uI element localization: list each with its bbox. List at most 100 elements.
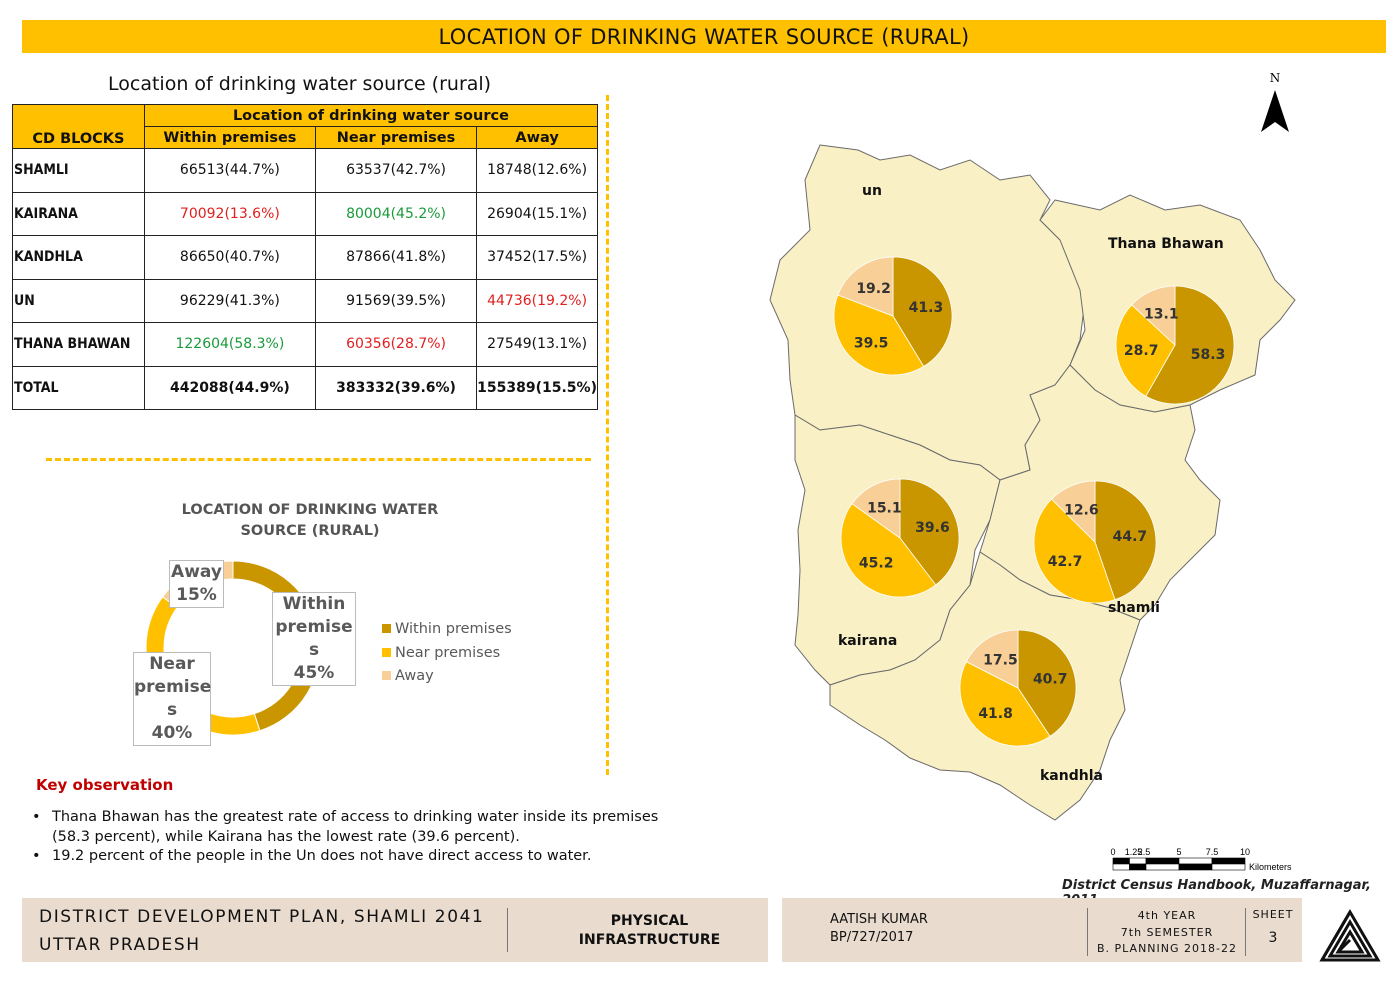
pie-slice <box>1051 480 1096 543</box>
donut-data-label: Within premise s 45% <box>272 592 356 686</box>
within-cell: 66513(44.7%) <box>143 148 316 193</box>
water-source-table: CD BLOCKS Location of drinking water sou… <box>12 104 599 410</box>
key-observation-item: Thana Bhawan has the greatest rate of ac… <box>32 808 692 847</box>
scale-cell <box>1129 863 1147 871</box>
away-cell: 18748(12.6%) <box>476 148 598 193</box>
donut-data-label: Away 15% <box>169 560 224 608</box>
map-pies: 41.3 39.5 19.2 58.3 28.7 13.1 39.6 45.2 15.1 44.7… <box>833 256 1235 747</box>
legend-item: Away <box>382 665 512 689</box>
pie-slice <box>1115 304 1176 397</box>
pie-slice <box>959 661 1051 747</box>
total-label-cell: TOTAL <box>12 365 145 410</box>
donut-legend: Within premises Near premises Away <box>382 618 512 689</box>
scale-cell <box>1145 863 1180 871</box>
key-observation-item: 19.2 percent of the people in the Un doe… <box>32 847 692 867</box>
near-cell: 91569(39.5%) <box>314 278 478 323</box>
pie-value-label: 41.8 <box>978 706 1013 722</box>
course-semester: 7th SEMESTER <box>1120 925 1214 939</box>
pie-value-label: 45.2 <box>859 556 894 572</box>
footer-separator <box>1245 908 1246 956</box>
block-name-shamli: shamli <box>1108 600 1160 616</box>
legend-swatch <box>382 671 391 680</box>
scale-cell <box>1112 863 1130 871</box>
pie-slice <box>1094 480 1157 601</box>
roll-number: BP/727/2017 <box>830 930 914 945</box>
near-cell: 80004(45.2%) <box>314 191 478 236</box>
footer: DISTRICT DEVELOPMENT PLAN, SHAMLI 2041 U… <box>22 898 1302 962</box>
plan-title: DISTRICT DEVELOPMENT PLAN, SHAMLI 2041 <box>39 907 485 927</box>
footer-right-panel: AATISH KUMAR BP/727/2017 4th YEAR 7th SE… <box>782 898 1302 962</box>
pie-value-label: 12.6 <box>1064 502 1099 518</box>
block-name-cell: SHAMLI <box>12 148 145 193</box>
within-cell: 70092(13.6%) <box>143 191 316 236</box>
state-name: UTTAR PRADESH <box>39 935 201 955</box>
scale-cell <box>1145 857 1180 865</box>
pie-slice <box>1131 285 1176 346</box>
pie-shamli: 44.7 42.7 12.6 <box>1033 480 1157 604</box>
scale-tick-label: 10 <box>1240 847 1250 857</box>
donut-label-line: 40% <box>151 723 193 743</box>
pie-value-label: 58.3 <box>1191 347 1226 363</box>
legend-label: Within premises <box>395 621 512 637</box>
scale-cell <box>1211 863 1246 871</box>
donut-label-line: premise <box>134 677 212 697</box>
pie-value-label: 40.7 <box>1033 671 1068 687</box>
pie-value-label: 41.3 <box>909 300 944 316</box>
group-header: Location of drinking water source <box>143 104 599 127</box>
table-row: KANDHLA 86650(40.7%) 87866(41.8%) 37452(17.… <box>12 235 598 280</box>
north-arrow: N <box>1261 71 1289 132</box>
legend-item: Within premises <box>382 618 512 642</box>
scale-tick-label: 7.5 <box>1206 847 1219 857</box>
pie-value-label: 44.7 <box>1113 529 1148 545</box>
near-cell: 60356(28.7%) <box>314 322 478 367</box>
pie-value-label: 19.2 <box>856 281 891 297</box>
block-name-cell: KAIRANA <box>12 191 145 236</box>
footer-left-panel: DISTRICT DEVELOPMENT PLAN, SHAMLI 2041 U… <box>22 898 768 962</box>
pie-value-label: 17.5 <box>983 652 1018 668</box>
course-year: 4th YEAR <box>1137 909 1197 922</box>
table-row: SHAMLI 66513(44.7%) 63537(42.7%) 18748(12.6… <box>12 148 598 193</box>
sheet-label: SHEET <box>1252 908 1294 921</box>
total-near-cell: 383332(39.6%) <box>314 365 478 410</box>
near-cell: 87866(41.8%) <box>314 235 478 280</box>
table-row: UN 96229(41.3%) 91569(39.5%) 44736(19.2%) <box>12 278 598 323</box>
pie-un: 41.3 39.5 19.2 <box>833 256 953 376</box>
table-total-row: TOTAL 442088(44.9%) 383332(39.6%) 155389(15… <box>12 365 598 410</box>
donut-data-label: Near premise s 40% <box>133 652 211 746</box>
pie-slice <box>899 478 960 586</box>
table-title: Location of drinking water source (rural… <box>108 73 492 95</box>
pie-slice <box>1145 285 1235 405</box>
col-near-header: Near premises <box>314 126 478 149</box>
scale-cell <box>1178 863 1213 871</box>
total-within-cell: 442088(44.9%) <box>143 365 316 410</box>
pie-kairana: 39.6 45.2 15.1 <box>840 478 960 598</box>
donut-label-line: Near <box>149 654 195 674</box>
away-cell: 26904(15.1%) <box>476 191 598 236</box>
block-name-thana-bhawan: Thana Bhawan <box>1108 236 1224 252</box>
away-cell: 27549(13.1%) <box>476 322 598 367</box>
block-name-cell: THANA BHAWAN <box>12 322 145 367</box>
donut-label-line: s <box>308 640 320 660</box>
table-body: SHAMLI 66513(44.7%) 63537(42.7%) 18748(12.6… <box>12 148 598 410</box>
pie-kandhla: 40.7 41.8 17.5 <box>959 629 1077 747</box>
pie-thana-bhawan: 58.3 28.7 13.1 <box>1115 285 1235 405</box>
pie-value-label: 39.5 <box>854 335 889 351</box>
pie-slice <box>840 503 937 598</box>
donut-label-line: premise <box>275 617 353 637</box>
pie-value-label: 13.1 <box>1144 307 1179 323</box>
pie-value-label: 42.7 <box>1048 554 1083 570</box>
donut-label-line: 45% <box>293 663 335 683</box>
pie-value-label: 28.7 <box>1124 343 1159 359</box>
course-info: 4th YEAR 7th SEMESTER B. PLANNING 2018-2… <box>1090 908 1244 958</box>
sheet-title: LOCATION OF DRINKING WATER SOURCE (RURAL… <box>22 20 1386 53</box>
pie-slice <box>833 294 925 376</box>
pie-slice <box>837 256 894 317</box>
donut-label-line: 15% <box>176 585 217 605</box>
table-row: KAIRANA 70092(13.6%) 80004(45.2%) 26904(15.… <box>12 191 598 236</box>
col-within-header: Within premises <box>143 126 316 149</box>
pie-slice <box>965 629 1019 689</box>
scale-bar: 0 1.252.5 5 7.5 10 Kilometers <box>1110 847 1292 872</box>
block-name-kairana: kairana <box>838 633 897 649</box>
scale-tick-label: 5 <box>1176 847 1181 857</box>
table-row: THANA BHAWAN 122604(58.3%) 60356(28.7%) 275… <box>12 322 598 367</box>
